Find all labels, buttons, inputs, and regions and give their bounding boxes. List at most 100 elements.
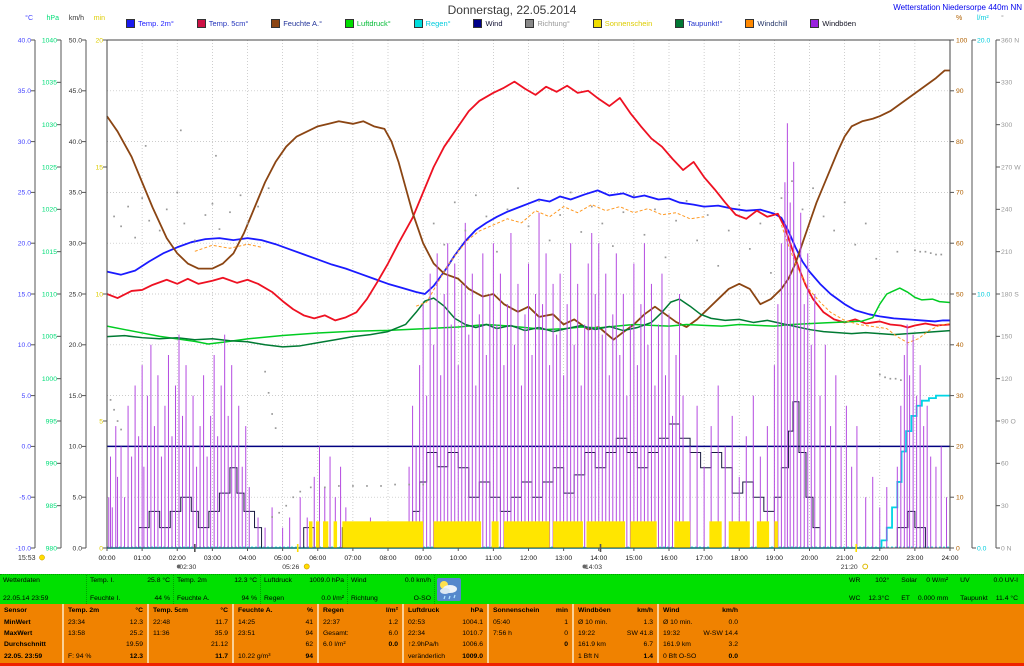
chart-legend: Temp. 2m° Temp. 5cm° Feuchte A.° Luftdruck°… [126,19,856,28]
axis-tick-label: 15.0 [18,291,31,298]
series-richtung-dot [271,516,273,518]
series-richtung-dot [801,208,804,211]
series-temp-5cm [106,80,951,329]
series-richtung-dot [148,219,151,222]
sonnenschein-legend-icon [592,19,602,28]
series-richtung-dot [538,200,540,202]
series-richtung-dot [215,154,217,157]
series-richtung-dot [211,202,214,205]
series-richtung-dot [914,249,916,252]
moonrise-icon [582,564,587,569]
series-richtung-dot [380,485,382,487]
series-temp-2m [106,189,950,323]
legend-label: Windchill [757,19,788,28]
series-richtung-dot [323,486,326,489]
series-sonnenschein [315,521,320,548]
axis-unit-label: km/h [69,15,84,22]
series-richtung-dot [884,376,886,379]
sub-marker-label: 05:26 [282,564,299,571]
axis-tick-label: 0.0 [22,444,32,451]
status-row: Wind 0.0 km/h [351,577,431,584]
series-richtung-dot [738,204,741,206]
current-values-bar: Wetterdaten 22.05.14 23:59 Temp. I. 25.8 °C… [0,574,1024,605]
axis-tick-label: 10.0 [977,291,990,298]
axis-unit-label: °C [25,14,33,22]
series-richtung-dot [633,194,635,197]
sunset-icon [862,563,869,570]
sun-cloud-rain-icon [435,575,462,604]
regen-legend-icon [413,19,423,28]
series-richtung-dot [569,191,572,194]
legend-label: Sonnenschein [604,19,653,28]
series-richtung-dot [654,208,656,211]
series-sonnenschein [323,521,329,548]
series-richtung-dot [432,222,435,225]
axis-tick-label: 30 [956,393,964,400]
axis-tick-label: 20.0 [69,342,82,349]
x-axis-label: 11:00 [485,555,502,562]
series-richtung-dot [601,222,604,225]
series-richtung-dot [485,215,488,218]
axis-tick-label: 0 N [1001,545,1012,552]
x-axis-label: 03:00 [204,555,221,562]
summary-col-temp-5cm: Temp. 5cm °C 22:48 11.7 11:36 35.9 21.12 11.7 [147,604,232,663]
series-sonnenschein [756,521,770,548]
series-richtung-dot [685,200,688,202]
series-richtung-dot [770,272,772,274]
axis-tick-label: 1035 [42,80,57,87]
series-richtung-dot [422,483,425,486]
axis-tick-label: 90 O [1001,418,1016,425]
series-richtung-dot [696,239,698,242]
axis-tick-label: 60 [956,241,964,248]
series-richtung-dot [278,511,281,514]
series-richtung-dot [894,377,897,380]
window-bottom-strip [0,663,1024,666]
series-richtung-dot [622,211,625,214]
series-sonnenschein [553,521,583,548]
axis-tick-label: 150 [1001,334,1013,341]
station-name: Wetterstation Niedersorpe 440m NN [893,3,1022,12]
series-richtung-dot [878,373,881,376]
x-axis-label: 13:00 [555,555,572,562]
legend-label: Taupunkt!° [687,19,723,28]
moonset-icon [176,564,181,569]
series-richtung-dot [352,485,354,487]
status-cell-4: Wind 0.0 km/h Richtung O-SO [348,575,435,604]
series-richtung-dot [812,187,814,190]
axis-unit-label: l/m² [977,15,989,22]
axis-tick-label: 50.0 [69,37,82,44]
axis-tick-label: -5.0 [19,495,31,502]
axis-tick-label: 15.0 [69,393,82,400]
series-richtung-dot [239,194,242,197]
richtung-legend-icon [525,19,535,28]
legend-label: Temp. 5cm° [208,19,249,28]
series-richtung-dot [935,253,937,256]
axis-tick-label: -10.0 [16,545,32,552]
axis-tick-label: 0 [956,545,960,552]
axis-tick-label: 45.0 [69,88,82,95]
x-axis-label: 21:00 [836,555,853,562]
x-axis-label: 14:00 [590,555,607,562]
series-richtung-dot [120,428,122,431]
series-windchill [194,243,262,252]
series-richtung-dot [924,250,927,253]
series-richtung-dot [506,208,509,211]
status-cell-1: Temp. I. 25.8 °C Feuchte I. 44 % [87,575,174,604]
series-richtung-dot [120,225,122,228]
series-richtung-dot [580,231,583,233]
legend-label: Luftdruck° [356,19,391,28]
axis-tick-label: 20.0 [18,241,31,248]
series-richtung-dot [134,236,136,239]
axis-tick-label: 15 [95,164,103,171]
windboeen-legend-icon [810,19,820,28]
series-sonnenschein [774,521,778,548]
series-richtung-dot [896,250,899,253]
axis-tick-label: 50 [956,291,964,298]
series-richtung-dot [141,197,144,199]
x-axis-label: 00:00 [98,555,115,562]
series-richtung-dot [264,370,266,373]
series-richtung-dot [475,194,477,197]
page-title: Donnerstag, 22.05.2014 [447,3,577,17]
taupunkt-legend-icon [675,19,685,28]
